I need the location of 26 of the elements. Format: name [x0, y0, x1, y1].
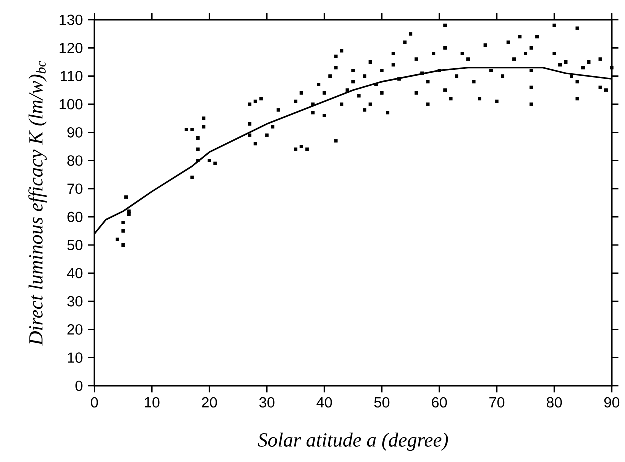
y-tick-label: 50	[68, 240, 83, 250]
y-tick-label: 40	[67, 268, 83, 279]
x-axis-title: Solar atitude a (degree)	[258, 432, 448, 452]
y-axis-title: Direct luminous efficacy K (lm/w)$_{bc}$	[28, 61, 47, 346]
y-tick-label: 80	[68, 156, 83, 166]
y-tick-label: 110	[61, 71, 83, 82]
y-tick-label: 10	[68, 352, 83, 364]
y-tick-label: 100	[60, 99, 83, 110]
x-tick-label: 60	[432, 397, 448, 408]
y-tick-label: 20	[68, 324, 83, 335]
x-tick-label: 30	[260, 397, 275, 408]
y-tick-label: 130	[60, 14, 83, 26]
x-tick-label: 70	[490, 397, 505, 408]
y-tick-label: 120	[60, 42, 83, 54]
x-tick-label: 10	[145, 397, 160, 408]
x-tick-label: 50	[374, 397, 390, 408]
y-tick-label: 90	[68, 127, 83, 138]
y-tick-label: 0	[76, 380, 83, 392]
x-tick-label: 90	[604, 397, 620, 408]
x-tick-label: 40	[316, 397, 332, 408]
x-tick-label: 0	[91, 397, 98, 408]
y-tick-label: 30	[68, 296, 83, 307]
y-tick-label: 60	[68, 212, 83, 222]
x-tick-label: 20	[202, 397, 218, 408]
x-tick-label: 80	[546, 397, 562, 408]
y-tick-label: 70	[68, 184, 83, 194]
